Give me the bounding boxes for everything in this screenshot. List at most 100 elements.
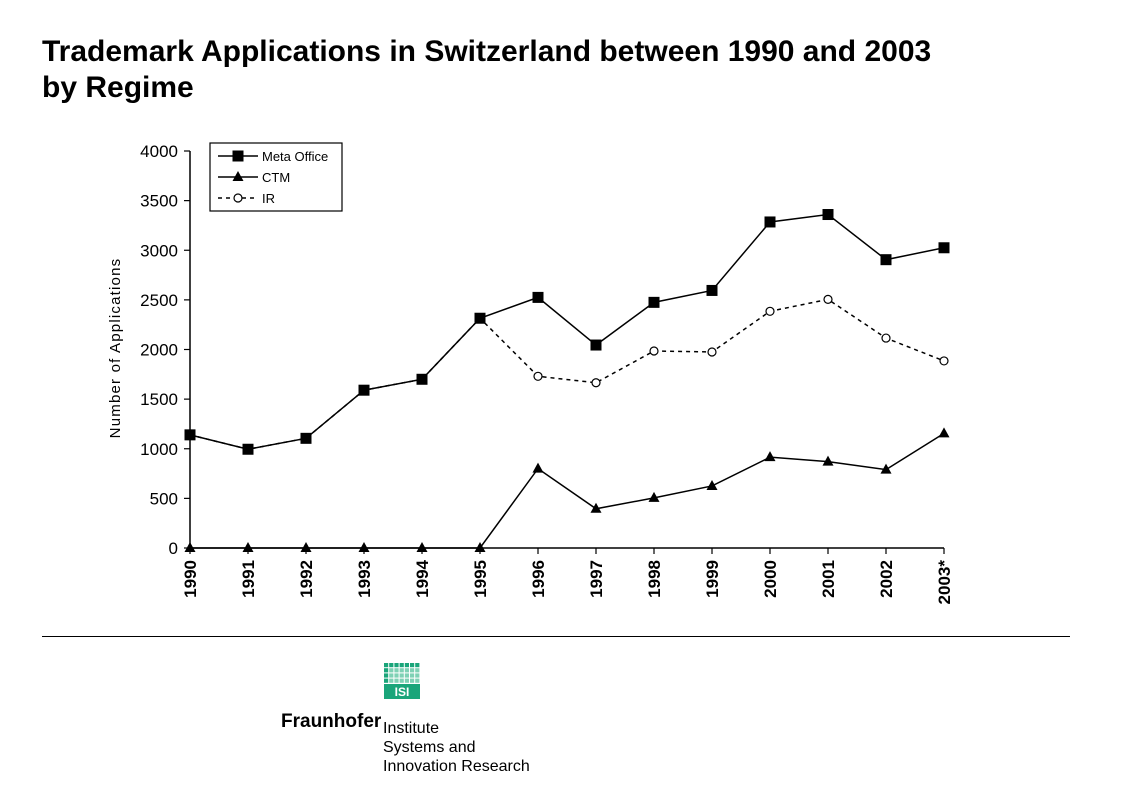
data-point-meta-office — [300, 432, 312, 444]
x-tick-label: 1991 — [239, 560, 258, 598]
y-axis-label: Number of Applications — [107, 258, 124, 439]
legend-label-ctm: CTM — [262, 170, 290, 185]
data-point-meta-office — [648, 296, 660, 308]
axes: 0 500 1000 1500 2000 2500 3000 3500 4000 1990 1991… — [140, 142, 954, 604]
legend: Meta Office CTM IR — [209, 142, 343, 212]
series-line-ctm — [190, 432, 945, 549]
institute-line-1: Institute — [383, 720, 440, 737]
data-point-ir — [707, 347, 717, 357]
y-tick-label: 2500 — [140, 291, 178, 310]
data-point-meta-office — [764, 216, 776, 228]
legend-label-meta-office: Meta Office — [262, 149, 328, 164]
x-tick-label: 1993 — [355, 560, 374, 598]
data-point-ctm — [532, 462, 544, 473]
data-point-ir — [881, 333, 891, 343]
x-tick-label: 2000 — [761, 560, 780, 598]
logo-cell — [399, 668, 404, 673]
data-point-meta-office — [184, 429, 196, 441]
logo-cell — [415, 673, 420, 678]
x-tick-label: 1992 — [297, 560, 316, 598]
data-point-ctm — [358, 542, 370, 552]
logo-cell — [410, 663, 415, 668]
data-point-ctm — [590, 502, 602, 513]
logo-label: ISI — [395, 685, 410, 699]
institute-line-2: Systems and — [383, 739, 476, 756]
y-tick-label: 500 — [150, 489, 178, 508]
data-point-ctm — [938, 427, 950, 438]
data-point-ir — [939, 356, 949, 366]
series-ctm — [184, 427, 950, 552]
logo-cell — [404, 673, 409, 678]
data-point-meta-office — [590, 339, 602, 351]
logo-label-bg — [384, 684, 420, 699]
logo-cell — [384, 678, 389, 683]
x-tick-label: 1998 — [645, 560, 664, 598]
x-tick-label: 1999 — [703, 560, 722, 598]
data-point-ctm — [764, 451, 776, 462]
legend-marker-ctm — [232, 171, 244, 181]
logo-cell — [415, 678, 420, 683]
data-point-ctm — [880, 463, 892, 474]
logo-cell — [410, 673, 415, 678]
data-point-ctm — [706, 479, 718, 490]
brand-name: Fraunhofer — [281, 711, 382, 732]
logo-cell — [404, 668, 409, 673]
logo-cell — [394, 668, 399, 673]
logo-cell — [399, 663, 404, 668]
footer-divider — [42, 636, 1070, 637]
data-point-ir — [765, 306, 775, 316]
data-point-ctm — [184, 542, 196, 552]
logo-cell — [394, 678, 399, 683]
legend-label-ir: IR — [262, 191, 275, 206]
data-point-meta-office — [938, 242, 950, 254]
logo-cell — [389, 678, 394, 683]
logo-cell — [415, 668, 420, 673]
title-line-2: by Regime — [42, 71, 194, 104]
series-meta-office — [184, 209, 950, 455]
y-tick-label: 3000 — [140, 241, 178, 260]
logo-cell — [384, 668, 389, 673]
data-point-meta-office — [416, 373, 428, 385]
data-point-meta-office — [474, 312, 486, 324]
data-point-ctm — [242, 542, 254, 552]
y-tick-label: 2000 — [140, 341, 178, 360]
data-point-ctm — [648, 491, 660, 502]
title-line-1: Trademark Applications in Switzerland be… — [42, 35, 932, 68]
x-tick-label: 1995 — [471, 560, 490, 598]
data-point-ir — [649, 346, 659, 356]
x-tick-label: 2003* — [935, 560, 954, 605]
logo-cell — [384, 663, 389, 668]
x-tick-label: 1994 — [413, 559, 432, 597]
y-tick-label: 4000 — [140, 142, 178, 161]
x-tick-label: 1997 — [587, 560, 606, 598]
x-tick-label: 2002 — [877, 560, 896, 598]
y-tick-label: 3500 — [140, 192, 178, 211]
data-point-meta-office — [706, 284, 718, 296]
logo-cell — [399, 673, 404, 678]
logo-cell — [394, 663, 399, 668]
logo-cell — [389, 668, 394, 673]
x-tick-label: 1990 — [181, 560, 200, 598]
logo-cell — [404, 678, 409, 683]
logo-cell — [399, 678, 404, 683]
logo-cell — [404, 663, 409, 668]
data-point-meta-office — [242, 443, 254, 455]
institute-name: Institute Systems and Innovation Researc… — [383, 719, 530, 776]
data-point-meta-office — [358, 384, 370, 396]
data-point-ir — [533, 371, 543, 381]
y-tick-label: 0 — [169, 539, 178, 558]
data-point-ctm — [300, 542, 312, 552]
line-chart: 0 500 1000 1500 2000 2500 3000 3500 4000 1990 1991… — [107, 142, 954, 604]
series-ir — [185, 294, 949, 454]
fraunhofer-isi-logo: ISI — [384, 663, 420, 699]
series-line-meta-office — [189, 213, 945, 451]
logo-cell — [389, 673, 394, 678]
chart-title: Trademark Applications in Switzerland be… — [42, 34, 1102, 106]
institute-line-3: Innovation Research — [383, 758, 530, 775]
logo-cell — [410, 678, 415, 683]
data-point-meta-office — [880, 254, 892, 266]
legend-marker-ir — [233, 193, 243, 203]
legend-marker-meta-office — [232, 150, 244, 162]
x-tick-label: 1996 — [529, 560, 548, 598]
data-point-meta-office — [822, 209, 834, 221]
